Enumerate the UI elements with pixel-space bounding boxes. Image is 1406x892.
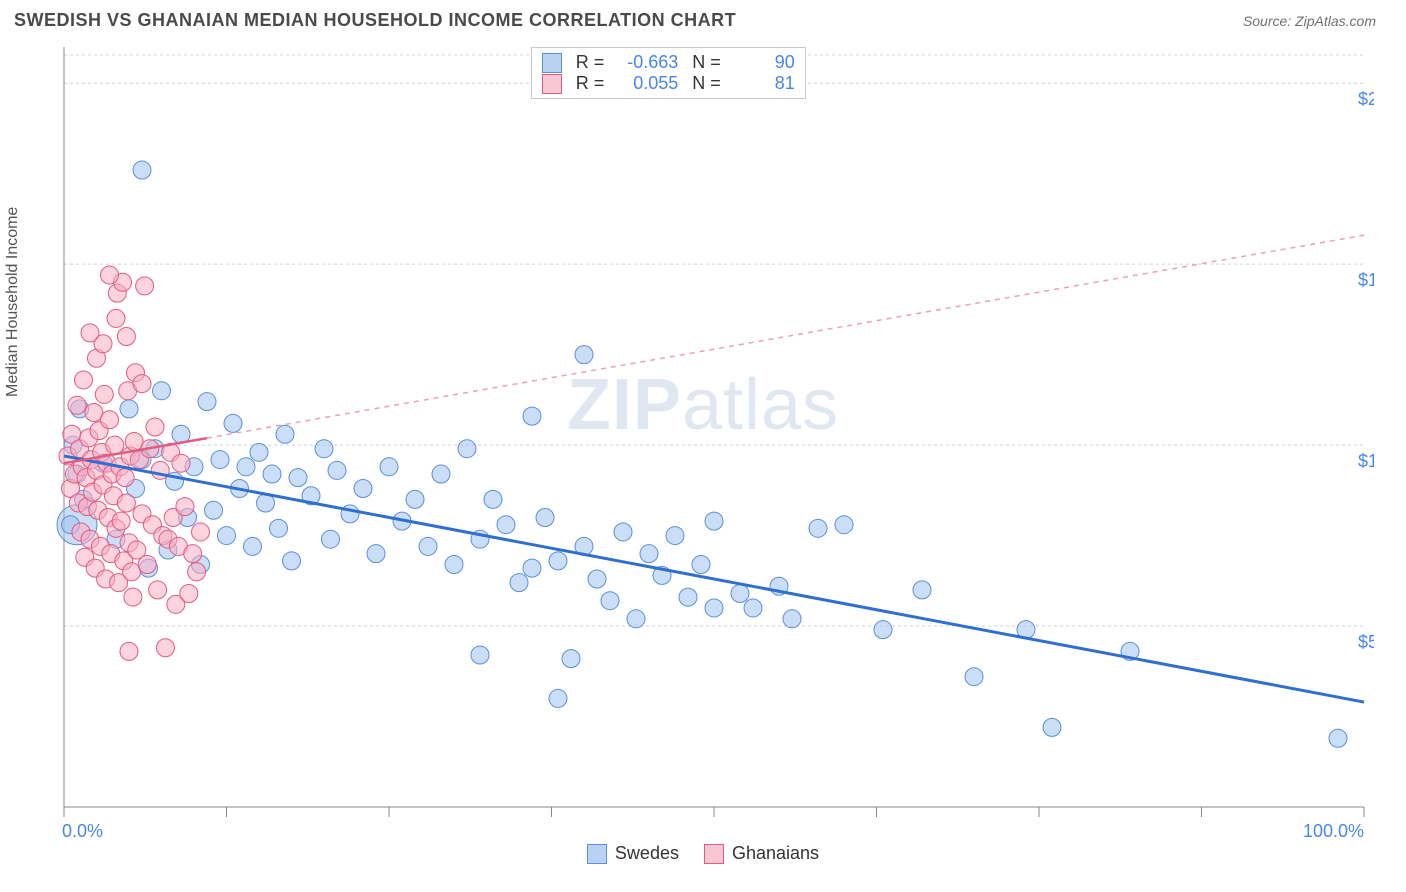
legend-item-ghanaians: Ghanaians xyxy=(704,843,819,864)
source-prefix: Source: xyxy=(1243,13,1295,29)
legend-swatch-ghanaians xyxy=(704,844,724,864)
stat-r-value-ghanaians: 0.055 xyxy=(618,73,678,94)
svg-text:0.0%: 0.0% xyxy=(62,821,103,837)
stat-n-label: N = xyxy=(692,52,721,73)
correlation-stats-box: R = -0.663 N = 90 R = 0.055 N = 81 xyxy=(531,47,806,99)
legend-item-swedes: Swedes xyxy=(587,843,679,864)
y-axis-title: Median Household Income xyxy=(4,207,22,397)
chart-title: SWEDISH VS GHANAIAN MEDIAN HOUSEHOLD INC… xyxy=(14,10,736,31)
stat-n-value-swedes: 90 xyxy=(735,52,795,73)
stat-n-value-ghanaians: 81 xyxy=(735,73,795,94)
source-link[interactable]: ZipAtlas.com xyxy=(1295,13,1376,29)
svg-text:$150,000: $150,000 xyxy=(1358,270,1374,290)
stat-r-value-swedes: -0.663 xyxy=(618,52,678,73)
svg-text:100.0%: 100.0% xyxy=(1303,821,1364,837)
legend-label-swedes: Swedes xyxy=(615,843,679,864)
stats-row-ghanaians: R = 0.055 N = 81 xyxy=(542,73,795,94)
stat-r-label: R = xyxy=(576,73,605,94)
svg-text:$50,000: $50,000 xyxy=(1358,632,1374,652)
swatch-ghanaians xyxy=(542,74,562,94)
legend-label-ghanaians: Ghanaians xyxy=(732,843,819,864)
legend-bottom: Swedes Ghanaians xyxy=(14,843,1392,869)
chart-header: SWEDISH VS GHANAIAN MEDIAN HOUSEHOLD INC… xyxy=(0,0,1406,37)
chart-area: Median Household Income R = -0.663 N = 9… xyxy=(14,37,1392,837)
stats-row-swedes: R = -0.663 N = 90 xyxy=(542,52,795,73)
stat-n-label: N = xyxy=(692,73,721,94)
svg-text:$100,000: $100,000 xyxy=(1358,451,1374,471)
source-attribution: Source: ZipAtlas.com xyxy=(1243,13,1376,29)
stat-r-label: R = xyxy=(576,52,605,73)
svg-text:$200,000: $200,000 xyxy=(1358,89,1374,109)
scatter-plot-svg: $50,000 $100,000 $150,000 $200,000 0.0% 100.0… xyxy=(14,37,1374,837)
legend-swatch-swedes xyxy=(587,844,607,864)
swatch-swedes xyxy=(542,53,562,73)
